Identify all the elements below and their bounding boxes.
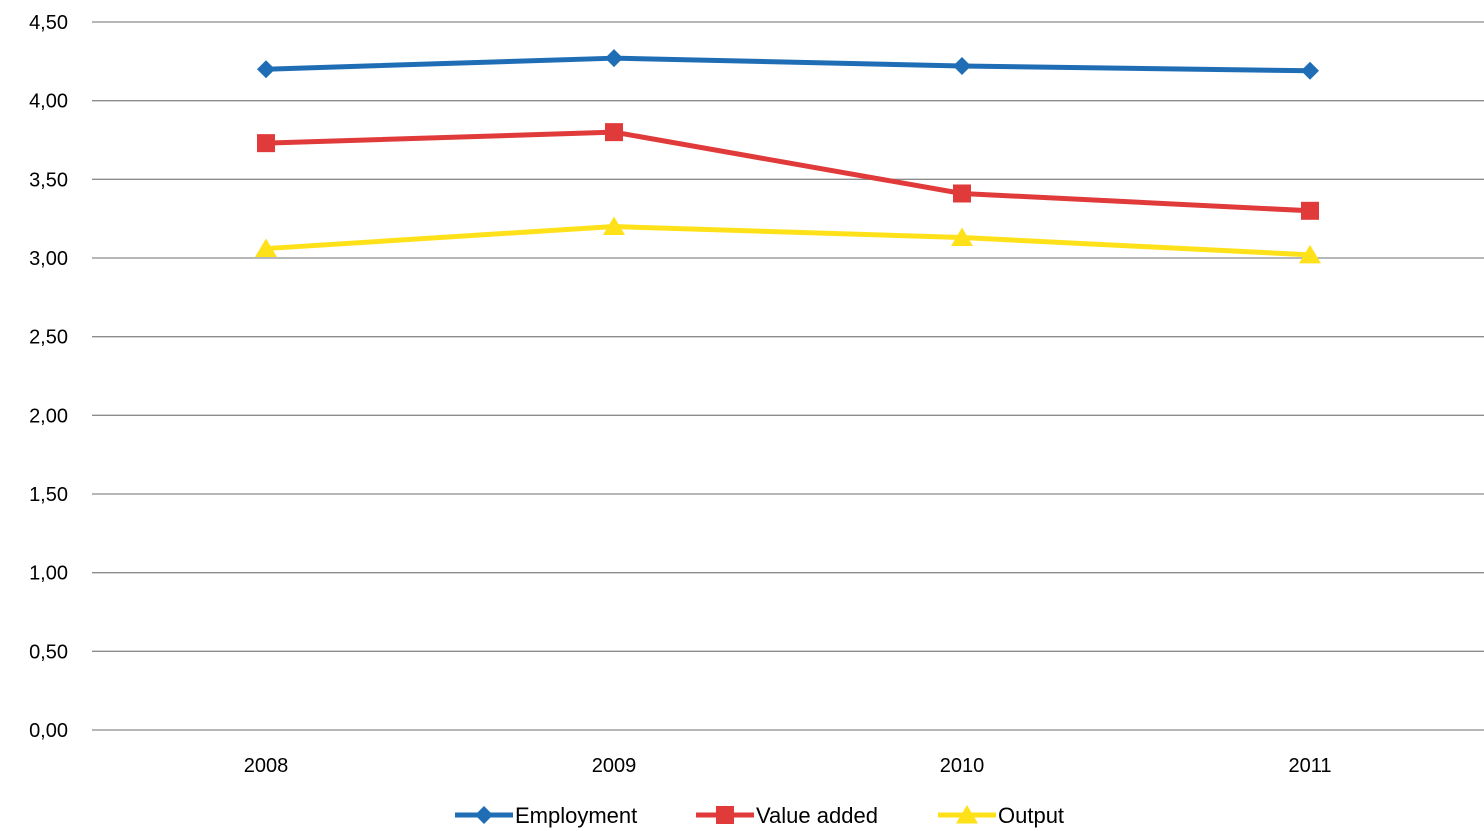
data-point-employment [605, 49, 623, 68]
y-axis-tick-labels: 0,00 0,50 1,00 1,50 2,00 2,50 3,00 3,50 4,00 4,50 [29, 12, 68, 742]
y-tick-label: 4,50 [29, 12, 68, 34]
legend-marker-output [956, 805, 978, 824]
data-point-value-added [605, 123, 623, 142]
legend-label-employment: Employment [515, 803, 637, 828]
y-tick-label: 2,00 [29, 405, 68, 427]
data-point-output [255, 238, 277, 258]
y-tick-label: 1,50 [29, 484, 68, 506]
x-tick-label: 2010 [940, 755, 985, 777]
data-point-value-added [953, 184, 971, 203]
legend-marker-value-added [716, 806, 734, 824]
y-tick-label: 3,00 [29, 248, 68, 270]
data-point-output [603, 216, 625, 236]
series-line-value-added [265, 129, 1311, 214]
legend: Employment Value added Output [455, 803, 1064, 828]
y-tick-label: 0,50 [29, 641, 68, 663]
series-output [255, 216, 1321, 264]
y-tick-label: 3,50 [29, 169, 68, 191]
data-point-employment [257, 60, 275, 79]
gridlines [92, 21, 1484, 731]
y-tick-label: 2,50 [29, 327, 68, 349]
x-tick-label: 2008 [244, 755, 289, 777]
data-point-value-added [1301, 201, 1319, 220]
series-employment [257, 49, 1319, 80]
legend-label-value-added: Value added [756, 803, 878, 828]
x-axis-tick-labels: 2008 2009 2010 2011 [244, 755, 1332, 777]
legend-item-value-added: Value added [696, 803, 878, 828]
data-point-employment [1301, 61, 1319, 80]
y-tick-label: 1,00 [29, 563, 68, 585]
data-point-output [1299, 244, 1321, 264]
x-tick-label: 2009 [592, 755, 637, 777]
data-point-output [951, 227, 973, 247]
x-tick-label: 2011 [1288, 755, 1331, 777]
data-point-employment [953, 57, 971, 76]
series-line-output [265, 224, 1311, 258]
legend-item-output: Output [938, 803, 1064, 828]
series-group [255, 49, 1321, 264]
y-tick-label: 4,00 [29, 91, 68, 113]
legend-label-output: Output [998, 803, 1064, 828]
data-point-value-added [257, 134, 275, 153]
series-line-employment [265, 55, 1311, 74]
legend-item-employment: Employment [455, 803, 637, 828]
series-value-added [257, 123, 1319, 220]
y-tick-label: 0,00 [29, 720, 68, 742]
legend-marker-employment [475, 806, 493, 824]
